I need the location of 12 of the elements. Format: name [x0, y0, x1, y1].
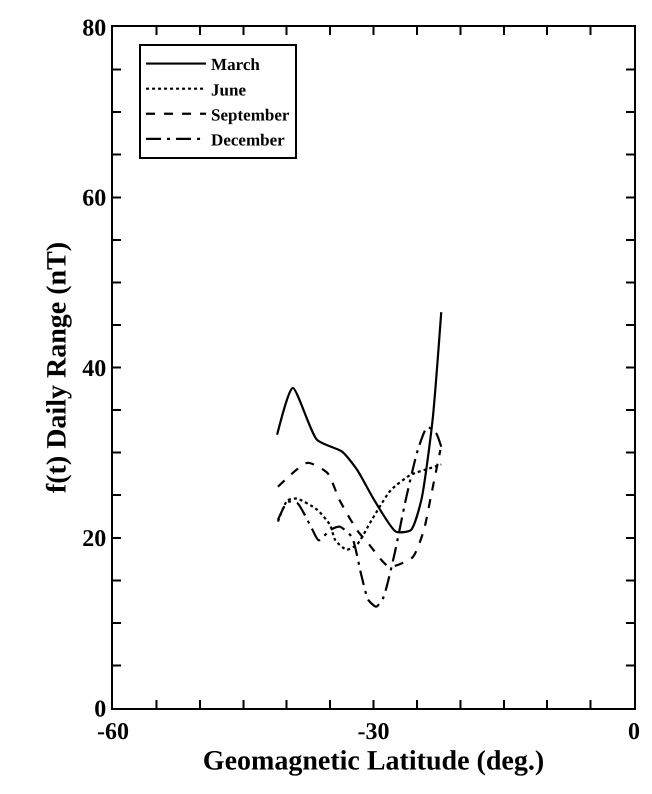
legend-label: December — [211, 130, 286, 150]
legend-label: September — [211, 105, 290, 124]
x-tick-label: -30 — [358, 718, 390, 745]
y-tick-label: 80 — [82, 15, 106, 42]
y-tick-label: 20 — [82, 526, 106, 552]
y-tick-label: 60 — [82, 186, 106, 212]
x-tick-label: 0 — [628, 718, 640, 745]
y-axis-title: f(t) Daily Range (nT) — [41, 242, 72, 494]
x-axis-title: Geomagnetic Latitude (deg.) — [202, 745, 544, 776]
legend-label: March — [211, 55, 260, 74]
y-tick-label: 40 — [82, 356, 106, 382]
legend-label: June — [211, 80, 246, 100]
